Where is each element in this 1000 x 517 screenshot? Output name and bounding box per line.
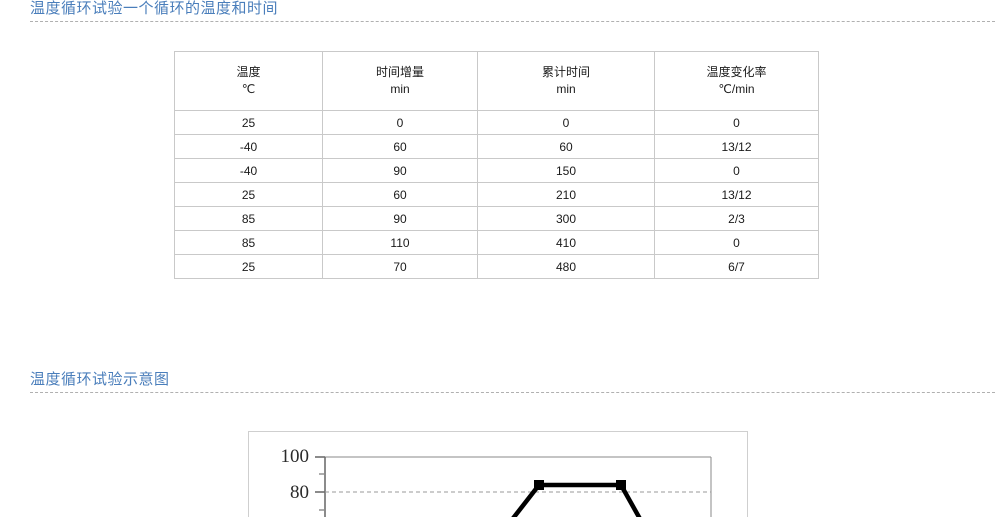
- cell-time-increment: 110: [322, 230, 478, 255]
- cell-cumulative-time: 300: [477, 206, 655, 231]
- cell-time-increment: 0: [322, 110, 478, 135]
- cell-time-increment: 90: [322, 158, 478, 183]
- column-header-temperature-rate-label: 温度变化率: [706, 65, 767, 79]
- cell-temperature: 25: [174, 182, 323, 207]
- cycle-parameters-table: 温度 ℃ 时间增量 min 累计时间 min: [174, 51, 819, 279]
- column-header-time-increment: 时间增量 min: [322, 51, 478, 111]
- table-row: 25 0 0 0: [174, 110, 819, 135]
- cell-temperature-rate: 0: [654, 110, 819, 135]
- heading-divider: [30, 21, 995, 22]
- table-head: 温度 ℃ 时间增量 min 累计时间 min: [174, 51, 819, 111]
- table-row: -40 90 150 0: [174, 158, 819, 183]
- column-header-temperature-unit: ℃: [241, 82, 256, 96]
- chart-grid: [324, 456, 712, 517]
- column-header-temperature-rate: 温度变化率 ℃/min: [654, 51, 819, 111]
- table-row: 85 90 300 2/3: [174, 206, 819, 231]
- column-header-cumulative-time-label: 累计时间: [541, 65, 590, 79]
- cell-time-increment: 90: [322, 206, 478, 231]
- data-point-marker: [534, 480, 544, 490]
- cell-temperature-rate: 0: [654, 230, 819, 255]
- cell-temperature: 85: [174, 230, 323, 255]
- data-point-marker: [616, 480, 626, 490]
- table-body: 25 0 0 0 -40 60 60 13/12 -40 90 150 0 25…: [174, 110, 819, 279]
- column-header-cumulative-time-unit: min: [556, 82, 576, 96]
- column-header-temperature-rate-unit: ℃/min: [718, 82, 755, 96]
- table-row: -40 60 60 13/12: [174, 134, 819, 159]
- table-row: 85 110 410 0: [174, 230, 819, 255]
- chart-svg: 100 80: [281, 446, 712, 517]
- chart-series-temperature: [511, 480, 642, 517]
- cell-cumulative-time: 60: [477, 134, 655, 159]
- column-header-temperature-label: 温度: [236, 65, 261, 79]
- column-header-cumulative-time: 累计时间 min: [477, 51, 655, 111]
- cell-temperature-rate: 2/3: [654, 206, 819, 231]
- cell-temperature-rate: 6/7: [654, 254, 819, 279]
- cell-temperature-rate: 13/12: [654, 182, 819, 207]
- cell-temperature: 85: [174, 206, 323, 231]
- cell-time-increment: 60: [322, 134, 478, 159]
- y-axis-tick-label-100: 100: [281, 446, 310, 467]
- temperature-line: [511, 482, 642, 517]
- cell-cumulative-time: 0: [477, 110, 655, 135]
- y-axis-tick-label-80: 80: [290, 482, 309, 503]
- cell-cumulative-time: 210: [477, 182, 655, 207]
- table-row: 25 60 210 13/12: [174, 182, 819, 207]
- cell-cumulative-time: 410: [477, 230, 655, 255]
- temperature-cycle-chart: 100 80: [248, 431, 748, 517]
- cell-temperature-rate: 0: [654, 158, 819, 183]
- cycle-parameters-table-wrapper: 温度 ℃ 时间增量 min 累计时间 min: [174, 51, 819, 279]
- column-header-temperature: 温度 ℃: [174, 51, 323, 111]
- heading-divider: [30, 392, 995, 393]
- table-header-row: 温度 ℃ 时间增量 min 累计时间 min: [174, 51, 819, 111]
- cell-temperature-rate: 13/12: [654, 134, 819, 159]
- cell-temperature: 25: [174, 254, 323, 279]
- cell-cumulative-time: 150: [477, 158, 655, 183]
- cell-temperature: 25: [174, 110, 323, 135]
- cell-cumulative-time: 480: [477, 254, 655, 279]
- cell-temperature: -40: [174, 134, 323, 159]
- column-header-time-increment-label: 时间增量: [375, 65, 424, 79]
- column-header-time-increment-unit: min: [390, 82, 410, 96]
- section-cycle-diagram-header: 温度循环试验示意图: [0, 371, 1000, 393]
- cell-time-increment: 70: [322, 254, 478, 279]
- section-cycle-params-header: 温度循环试验一个循环的温度和时间: [0, 0, 1000, 22]
- cell-time-increment: 60: [322, 182, 478, 207]
- cell-temperature: -40: [174, 158, 323, 183]
- section-title-diagram: 温度循环试验示意图: [30, 371, 170, 388]
- page-title: 温度循环试验一个循环的温度和时间: [30, 0, 279, 17]
- table-row: 25 70 480 6/7: [174, 254, 819, 279]
- chart-y-ticks: [315, 456, 325, 511]
